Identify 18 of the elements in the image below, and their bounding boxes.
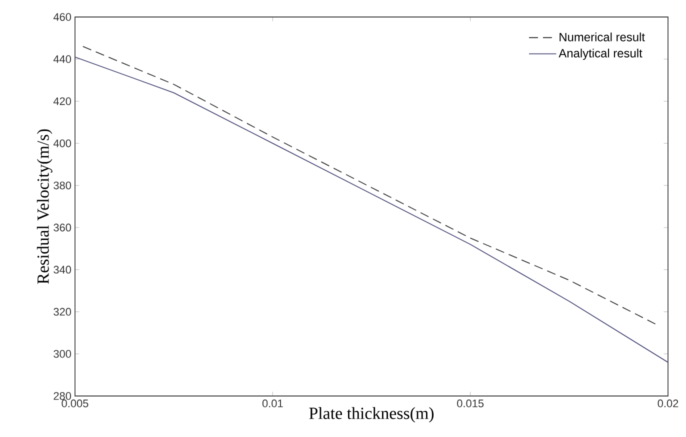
y-tick-label: 420 [53,97,72,106]
y-tick-label: 440 [53,55,72,63]
y-tick-label: 320 [54,308,72,316]
y-axis-title: Residual Velocity(m/s) [36,129,52,284]
x-tick-label: 0.01 [262,400,283,408]
y-tick-label: 400 [53,139,72,148]
y-tick-label: 300 [54,350,72,358]
x-axis-title: Plate thickness(m) [309,407,434,423]
y-tick-label: 460 [53,13,72,21]
y-tick-label: 380 [54,182,72,190]
legend-label: Numerical result [560,32,645,42]
y-tick-label: 360 [54,224,72,232]
x-tick-label: 0.02 [658,400,678,408]
y-tick-label: 340 [54,266,72,274]
legend-label: Analytical result [558,48,642,60]
x-tick-label: 0.015 [457,400,484,408]
y-tick-label: 280 [54,392,72,400]
x-tick-label: 0.005 [62,400,88,408]
